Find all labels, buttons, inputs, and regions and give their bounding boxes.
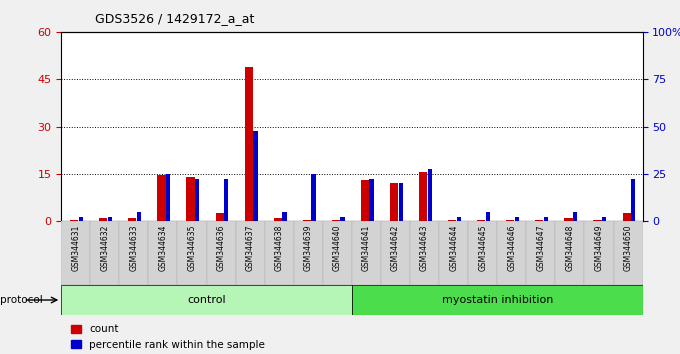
Bar xyxy=(332,220,340,221)
Text: GSM344634: GSM344634 xyxy=(158,224,167,271)
Bar xyxy=(390,183,398,221)
FancyBboxPatch shape xyxy=(497,221,526,285)
Bar xyxy=(311,174,316,221)
Text: GSM344648: GSM344648 xyxy=(566,224,575,271)
Bar xyxy=(216,213,224,221)
Bar xyxy=(631,179,636,221)
Text: GSM344632: GSM344632 xyxy=(101,224,109,271)
Bar xyxy=(166,174,171,221)
FancyBboxPatch shape xyxy=(352,221,381,285)
FancyBboxPatch shape xyxy=(556,221,585,285)
Bar xyxy=(535,220,543,221)
Text: GSM344639: GSM344639 xyxy=(304,224,313,271)
FancyBboxPatch shape xyxy=(381,221,410,285)
Text: GSM344637: GSM344637 xyxy=(245,224,254,271)
Bar xyxy=(507,220,514,221)
Bar xyxy=(245,67,253,221)
FancyBboxPatch shape xyxy=(61,285,352,315)
Bar xyxy=(158,176,165,221)
FancyBboxPatch shape xyxy=(352,285,643,315)
FancyBboxPatch shape xyxy=(585,221,613,285)
FancyBboxPatch shape xyxy=(323,221,352,285)
FancyBboxPatch shape xyxy=(613,221,643,285)
Bar xyxy=(341,217,345,221)
Bar xyxy=(486,212,490,221)
Bar xyxy=(99,218,107,221)
Bar xyxy=(274,218,282,221)
FancyBboxPatch shape xyxy=(207,221,235,285)
Bar xyxy=(108,217,112,221)
Bar xyxy=(594,220,602,221)
Text: GSM344645: GSM344645 xyxy=(478,224,487,271)
Bar xyxy=(398,183,403,221)
Bar xyxy=(477,220,486,221)
Bar xyxy=(564,218,573,221)
Text: GSM344638: GSM344638 xyxy=(275,224,284,271)
Legend: count, percentile rank within the sample: count, percentile rank within the sample xyxy=(67,320,269,354)
Text: GSM344642: GSM344642 xyxy=(391,224,400,271)
Bar xyxy=(282,212,287,221)
FancyBboxPatch shape xyxy=(410,221,439,285)
Bar xyxy=(79,217,83,221)
Bar xyxy=(448,220,456,221)
Text: myostatin inhibition: myostatin inhibition xyxy=(441,295,553,305)
Bar xyxy=(186,177,194,221)
Bar xyxy=(369,179,374,221)
Bar xyxy=(70,220,78,221)
Text: GSM344649: GSM344649 xyxy=(594,224,603,271)
FancyBboxPatch shape xyxy=(120,221,148,285)
FancyBboxPatch shape xyxy=(90,221,120,285)
Bar xyxy=(224,179,228,221)
Text: GSM344643: GSM344643 xyxy=(420,224,429,271)
Text: GSM344644: GSM344644 xyxy=(449,224,458,271)
Text: GDS3526 / 1429172_a_at: GDS3526 / 1429172_a_at xyxy=(95,12,254,25)
Text: GSM344647: GSM344647 xyxy=(537,224,545,271)
Text: GSM344633: GSM344633 xyxy=(129,224,138,271)
Bar xyxy=(573,212,577,221)
Bar xyxy=(195,179,199,221)
Bar xyxy=(428,169,432,221)
Text: GSM344640: GSM344640 xyxy=(333,224,342,271)
Text: protocol: protocol xyxy=(0,295,43,305)
Bar xyxy=(544,217,548,221)
Bar xyxy=(129,218,137,221)
Text: GSM344635: GSM344635 xyxy=(188,224,197,271)
Text: control: control xyxy=(187,295,226,305)
FancyBboxPatch shape xyxy=(526,221,556,285)
Text: GSM344650: GSM344650 xyxy=(624,224,632,271)
Bar xyxy=(253,131,258,221)
FancyBboxPatch shape xyxy=(439,221,468,285)
FancyBboxPatch shape xyxy=(468,221,497,285)
Bar xyxy=(602,217,607,221)
Bar xyxy=(361,180,369,221)
FancyBboxPatch shape xyxy=(265,221,294,285)
Bar xyxy=(515,217,520,221)
FancyBboxPatch shape xyxy=(177,221,207,285)
Bar xyxy=(303,220,311,221)
Bar xyxy=(457,217,461,221)
FancyBboxPatch shape xyxy=(61,221,90,285)
FancyBboxPatch shape xyxy=(235,221,265,285)
Text: GSM344641: GSM344641 xyxy=(362,224,371,271)
Bar xyxy=(137,212,141,221)
Text: GSM344636: GSM344636 xyxy=(217,224,226,271)
FancyBboxPatch shape xyxy=(148,221,177,285)
Bar xyxy=(623,213,630,221)
Text: GSM344646: GSM344646 xyxy=(507,224,516,271)
Bar xyxy=(419,172,427,221)
Text: GSM344631: GSM344631 xyxy=(71,224,80,271)
FancyBboxPatch shape xyxy=(294,221,323,285)
